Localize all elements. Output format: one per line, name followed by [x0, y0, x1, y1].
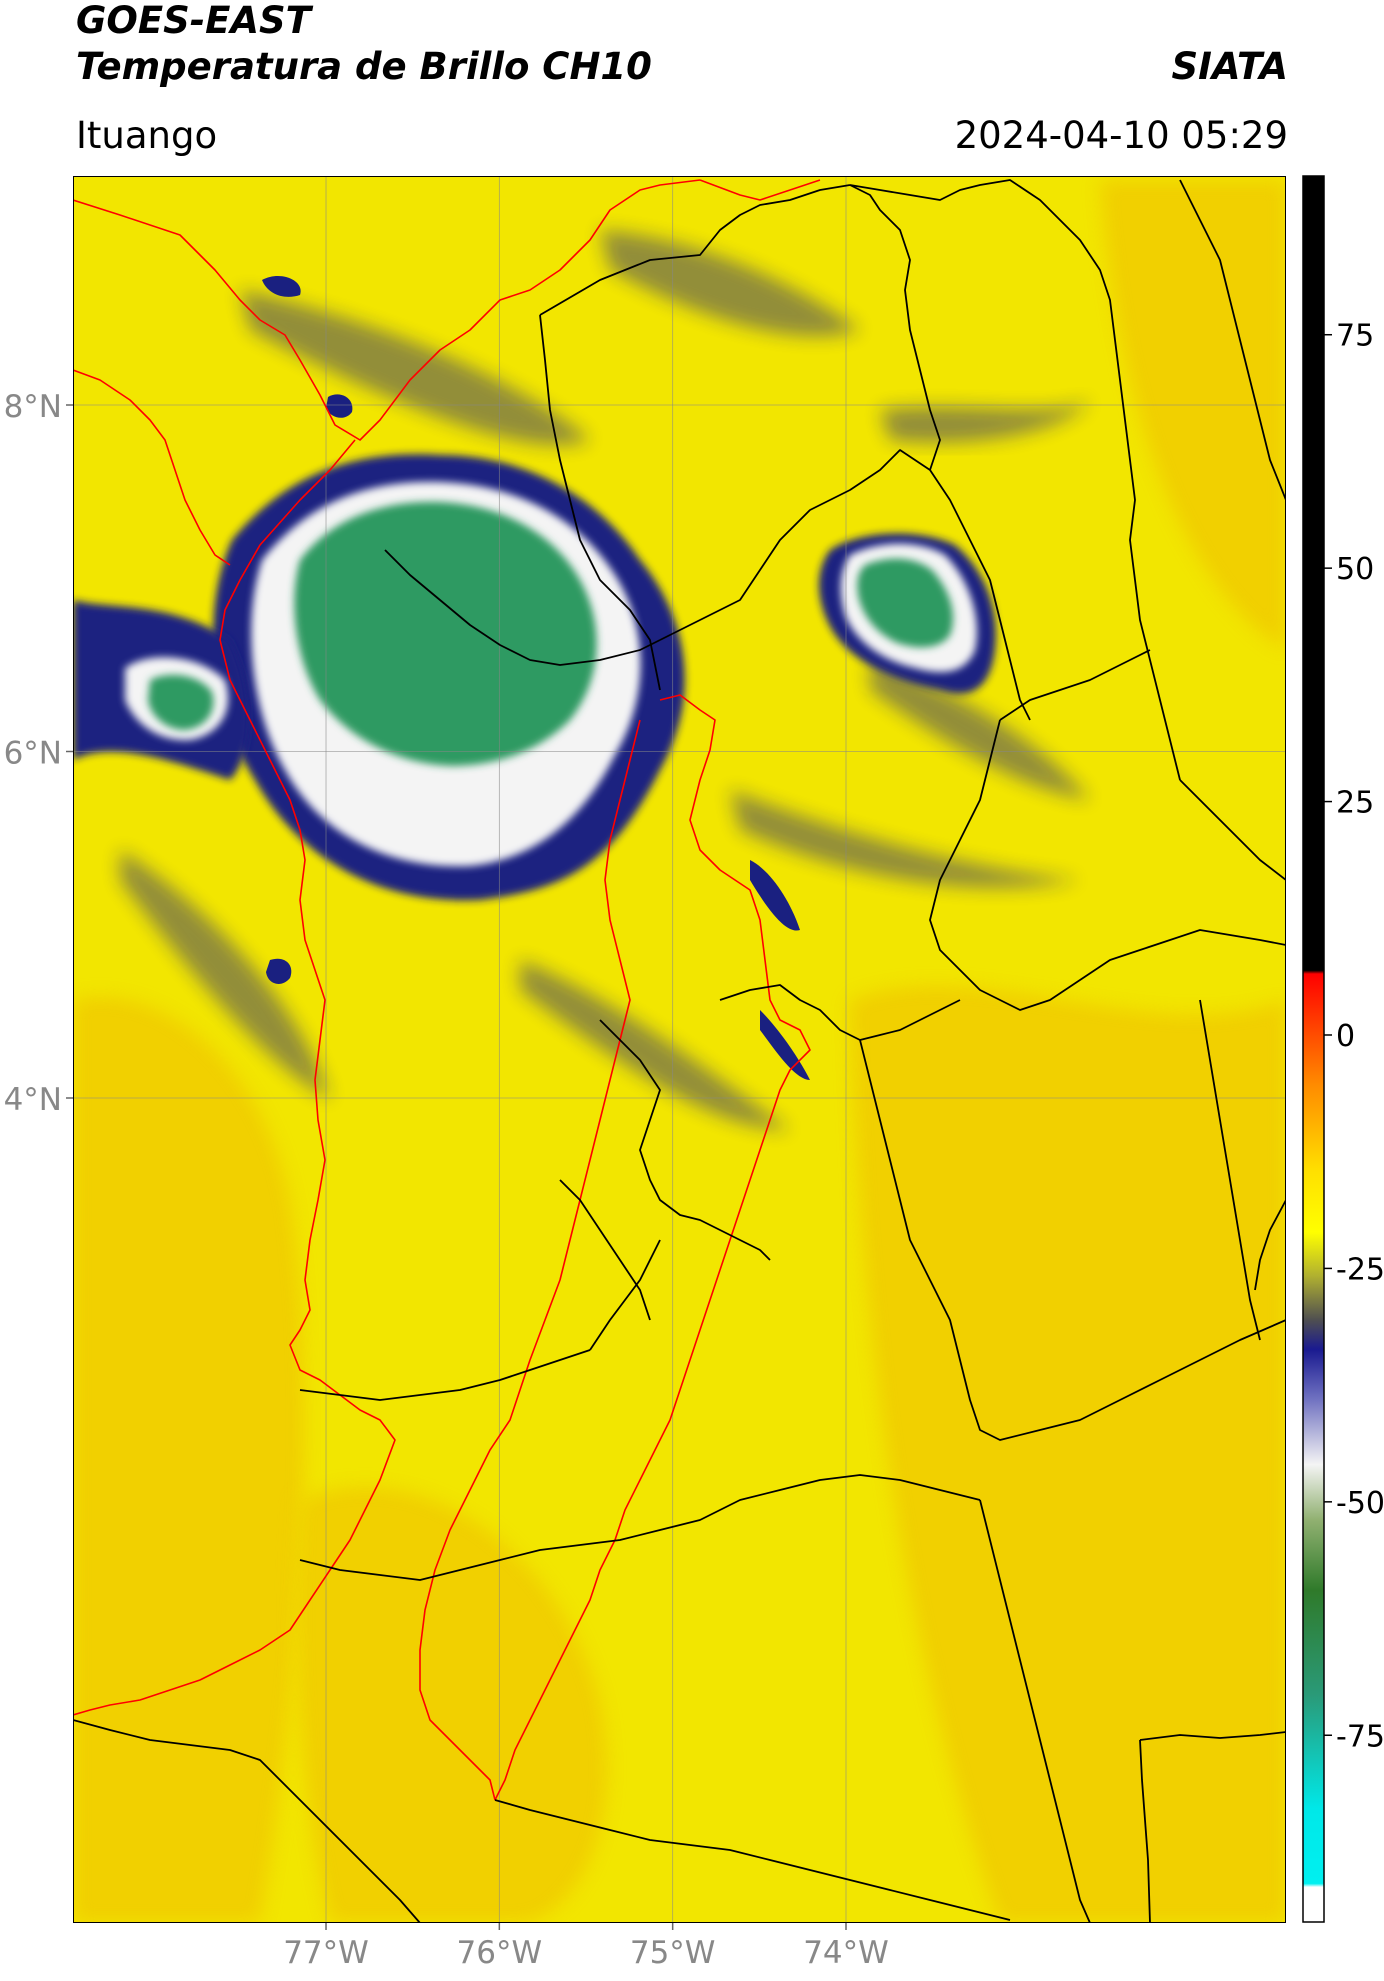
- department-border: [539, 314, 661, 691]
- lon-label: 75°W: [630, 1935, 716, 1971]
- department-border: [1254, 1199, 1286, 1291]
- department-border: [659, 449, 1031, 721]
- colorbar-tick-label: 25: [1336, 786, 1374, 821]
- department-border: [494, 1799, 1011, 1921]
- cloud-streak: [120, 850, 330, 1100]
- department-border: [559, 1179, 651, 1321]
- graticule: [73, 176, 1286, 1923]
- political-borders: [73, 179, 1286, 1923]
- cloud-streak: [880, 400, 1090, 443]
- cloud-streak: [730, 790, 1080, 888]
- lat-label: 4°N: [4, 1082, 62, 1118]
- department-border: [979, 1499, 1091, 1923]
- coastline-border: [73, 369, 231, 566]
- department-border: [419, 719, 641, 1801]
- department-border: [719, 984, 961, 1041]
- department-border: [1139, 1731, 1286, 1741]
- coastline-border: [73, 179, 701, 441]
- cloud-streaks: [120, 230, 1090, 1130]
- department-border: [999, 649, 1151, 721]
- department-border: [539, 184, 851, 316]
- map-area: [73, 176, 1286, 1923]
- east-storm-core: [857, 558, 954, 648]
- department-border: [1179, 179, 1286, 501]
- west-cloud-core: [148, 674, 214, 730]
- warm-zone-south: [296, 1486, 608, 1923]
- department-border: [384, 549, 661, 666]
- latitude-labels: 8°N 6°N 4°N: [4, 389, 73, 1118]
- department-border: [929, 719, 1286, 1011]
- department-border: [849, 179, 1181, 781]
- longitude-labels: 77°W 76°W 75°W 74°W: [283, 1923, 889, 1971]
- colorbar-ramp: [1302, 175, 1325, 1923]
- small-cloud-edge: [326, 394, 353, 418]
- cloud-streak: [240, 290, 590, 446]
- colorbar: 75 50 25 0 -25 -50 -75: [1302, 175, 1384, 1923]
- cloud-core-layer: [148, 501, 954, 766]
- lon-label: 77°W: [283, 1935, 369, 1971]
- lat-label: 6°N: [4, 736, 62, 772]
- colorbar-tick-label: -50: [1336, 1486, 1384, 1521]
- cloud-streak: [520, 960, 790, 1130]
- small-cloud-edge: [266, 958, 292, 984]
- colorbar-ticks: 75 50 25 0 -25 -50 -75: [1324, 319, 1384, 1754]
- brand-label: SIATA: [1171, 45, 1288, 88]
- warm-zone-pacific: [73, 996, 305, 1923]
- department-border: [299, 1474, 981, 1581]
- title-line-1: GOES-EAST: [76, 0, 311, 42]
- department-border: [299, 1349, 591, 1401]
- region-label: Ituango: [76, 114, 218, 157]
- small-cloud-edge: [262, 275, 301, 297]
- colorbar-tick-label: 0: [1336, 1019, 1355, 1054]
- department-border: [849, 184, 941, 471]
- department-border: [494, 694, 811, 1801]
- warm-zones: [73, 180, 1286, 1923]
- colorbar-tick-label: -25: [1336, 1252, 1384, 1287]
- colorbar-tick-label: -75: [1336, 1719, 1384, 1754]
- coastline-border: [699, 179, 821, 201]
- lon-label: 74°W: [803, 1935, 889, 1971]
- coastline-border: [73, 439, 396, 1716]
- cloud-band: [750, 860, 800, 931]
- department-border: [1199, 999, 1261, 1341]
- cloud-layers: [73, 230, 1090, 1130]
- main-storm-core: [294, 501, 597, 766]
- department-border: [73, 1719, 421, 1923]
- lon-label: 76°W: [457, 1935, 543, 1971]
- department-border: [859, 1039, 1286, 1441]
- warm-zone-northeast: [1100, 180, 1286, 650]
- department-border: [1179, 779, 1286, 881]
- title-line-2: Temperatura de Brillo CH10: [76, 45, 652, 88]
- cloud-streak: [870, 660, 1090, 800]
- department-border: [599, 1019, 771, 1261]
- warm-zone-east: [850, 985, 1286, 1923]
- department-border: [1139, 1739, 1151, 1923]
- department-border: [589, 1239, 661, 1351]
- colorbar-tick-label: 50: [1336, 552, 1374, 587]
- colorbar-tick-label: 75: [1336, 319, 1374, 354]
- cloud-streak: [600, 230, 860, 337]
- lat-label: 8°N: [4, 389, 62, 425]
- datetime-label: 2024-04-10 05:29: [954, 114, 1288, 157]
